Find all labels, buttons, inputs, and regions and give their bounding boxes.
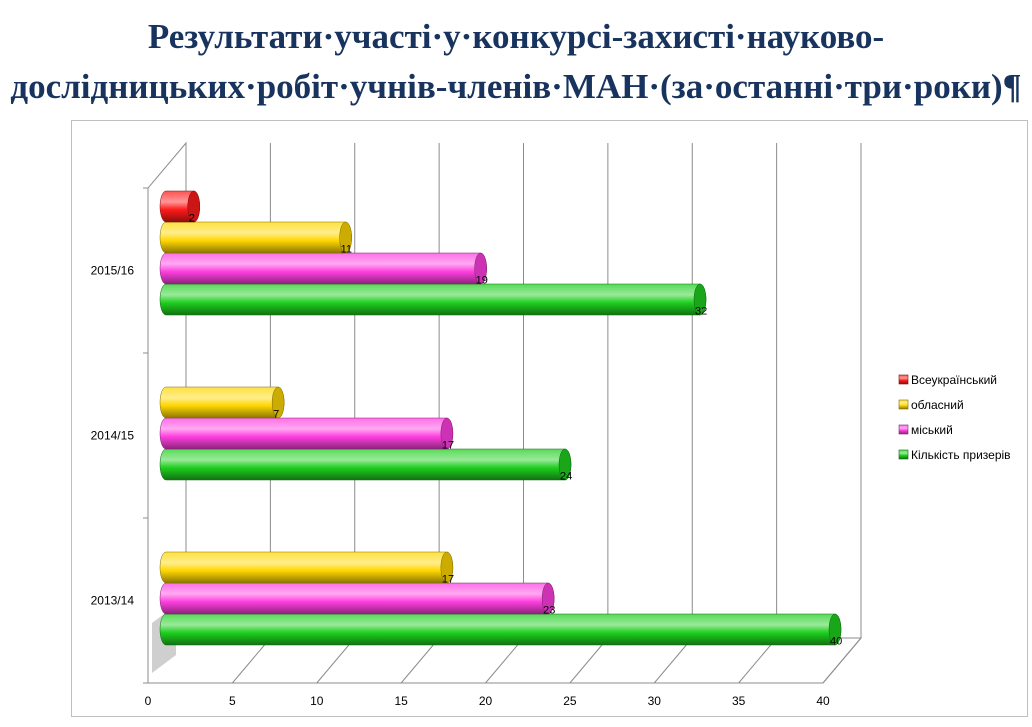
data-label: 11 (341, 244, 352, 256)
data-label: 17 (442, 574, 454, 586)
chart-frame (71, 120, 1028, 717)
legend-swatch (898, 374, 909, 385)
legend-entry: Всеукраїнський (911, 373, 997, 387)
bar (159, 448, 572, 481)
gridline-floor (231, 637, 271, 684)
gridline-floor (316, 637, 356, 684)
x-tick-label: 5 (229, 694, 236, 708)
bar-cap (474, 252, 487, 285)
bar-cap (828, 613, 842, 646)
bar-cap (693, 283, 707, 316)
legend-entry: Кількість призерів (911, 448, 1011, 462)
data-label: 23 (543, 605, 555, 617)
data-label: 17 (442, 440, 454, 452)
bar-cap (558, 448, 572, 481)
x-tick-label: 15 (394, 694, 408, 708)
bar-cap (440, 551, 454, 584)
gridline-floor (569, 637, 609, 684)
legend-swatch (898, 399, 909, 410)
bar (159, 386, 285, 419)
data-label: 24 (560, 471, 572, 483)
chart-title: Результати·участі·у·конкурсі-захисті·нау… (0, 12, 1032, 112)
gridline-floor (400, 637, 440, 684)
bar (159, 582, 555, 615)
data-label: 40 (830, 636, 842, 648)
data-label: 32 (695, 306, 707, 318)
x-tick-label: 20 (479, 694, 493, 708)
x-tick-label: 25 (563, 694, 577, 708)
gridline-floor (738, 637, 778, 684)
data-label: 7 (273, 409, 279, 421)
bar (159, 252, 487, 285)
legend-swatch (898, 449, 909, 460)
x-tick-label: 30 (648, 694, 662, 708)
gridline-floor (653, 637, 693, 684)
bar (159, 551, 454, 584)
bar (159, 613, 842, 646)
data-label: 19 (476, 275, 488, 287)
x-tick-label: 10 (310, 694, 324, 708)
bar (159, 283, 707, 316)
x-tick-label: 40 (816, 694, 830, 708)
bar-cap (187, 190, 200, 223)
bar-cap (339, 221, 352, 254)
bar-cap (541, 582, 555, 615)
chart-title-line-2: дослідницьких·робіт·учнів-членів·МАН·(за… (10, 67, 1022, 106)
bar-cap (271, 386, 285, 419)
bar (159, 221, 352, 254)
category-label: 2015/16 (91, 264, 135, 278)
bar (159, 417, 454, 450)
legend-swatch (898, 424, 909, 435)
category-label: 2013/14 (91, 594, 135, 608)
gridline-floor (485, 637, 524, 684)
legend-entry: міський (911, 423, 953, 437)
x-tick-label: 35 (732, 694, 746, 708)
bar-cap (440, 417, 454, 450)
category-label: 2014/15 (91, 429, 135, 443)
legend-entry: обласний (911, 398, 964, 412)
x-tick-label: 0 (145, 694, 152, 708)
chart-title-line-1: Результати·участі·у·конкурсі-захисті·нау… (147, 17, 885, 56)
data-label: 2 (189, 213, 195, 225)
